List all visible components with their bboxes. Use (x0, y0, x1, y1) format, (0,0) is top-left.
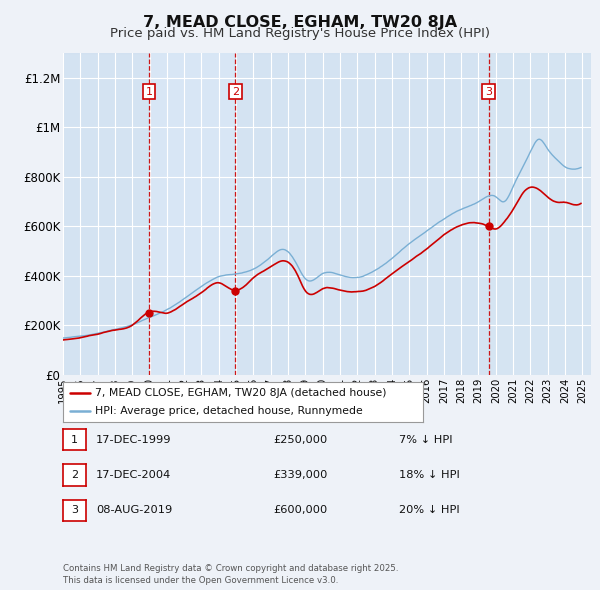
Text: 3: 3 (71, 506, 78, 515)
Text: 17-DEC-1999: 17-DEC-1999 (96, 435, 172, 444)
Text: 7% ↓ HPI: 7% ↓ HPI (399, 435, 452, 444)
Text: £339,000: £339,000 (273, 470, 328, 480)
Text: £250,000: £250,000 (273, 435, 327, 444)
Text: 08-AUG-2019: 08-AUG-2019 (96, 506, 172, 515)
Bar (63, 53, 149, 375)
Text: 7, MEAD CLOSE, EGHAM, TW20 8JA: 7, MEAD CLOSE, EGHAM, TW20 8JA (143, 15, 457, 30)
Bar (488, 53, 591, 375)
Text: 2: 2 (232, 87, 239, 97)
Text: Contains HM Land Registry data © Crown copyright and database right 2025.
This d: Contains HM Land Registry data © Crown c… (63, 565, 398, 585)
Text: HPI: Average price, detached house, Runnymede: HPI: Average price, detached house, Runn… (95, 406, 363, 416)
Text: 1: 1 (71, 435, 78, 444)
Text: 20% ↓ HPI: 20% ↓ HPI (399, 506, 460, 515)
Text: 3: 3 (485, 87, 492, 97)
Text: 18% ↓ HPI: 18% ↓ HPI (399, 470, 460, 480)
Bar (235, 53, 488, 375)
Text: 1: 1 (145, 87, 152, 97)
Bar (149, 53, 235, 375)
Text: 2: 2 (71, 470, 78, 480)
Text: 7, MEAD CLOSE, EGHAM, TW20 8JA (detached house): 7, MEAD CLOSE, EGHAM, TW20 8JA (detached… (95, 388, 387, 398)
Text: 17-DEC-2004: 17-DEC-2004 (96, 470, 171, 480)
Text: Price paid vs. HM Land Registry's House Price Index (HPI): Price paid vs. HM Land Registry's House … (110, 27, 490, 40)
Text: £600,000: £600,000 (273, 506, 327, 515)
